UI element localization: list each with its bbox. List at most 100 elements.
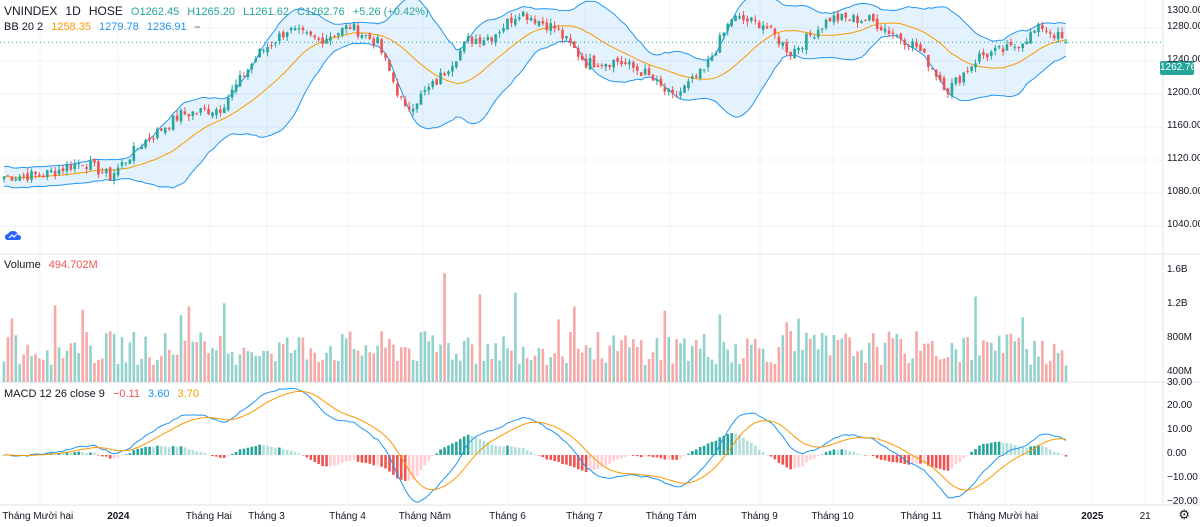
volume-bar: [262, 350, 265, 382]
bb-legend[interactable]: BB 20 2 1258.35 1279.78 1236.91 ⎯: [4, 21, 205, 34]
macd-histogram-bar: [462, 436, 466, 455]
macd-histogram-bar: [474, 436, 478, 455]
macd-histogram-bar: [403, 455, 407, 481]
macd-histogram-bar: [521, 447, 525, 455]
macd-histogram-bar: [730, 433, 733, 455]
macd-histogram-bar: [628, 455, 631, 456]
volume-bar: [14, 335, 18, 382]
price-axis-tick: 1080.00: [1167, 186, 1200, 197]
candle-body: [407, 106, 411, 110]
candle-body: [624, 62, 627, 65]
macd-histogram-bar: [301, 455, 305, 456]
volume-bar: [230, 351, 234, 382]
volume-bar: [152, 364, 155, 382]
candle-body: [396, 83, 399, 96]
volume-bar: [266, 350, 269, 382]
volume-bar: [77, 353, 81, 382]
macd-histogram-bar: [207, 454, 210, 456]
volume-bar: [10, 318, 14, 382]
macd-histogram-bar: [97, 455, 100, 456]
candle-body: [860, 21, 863, 23]
candle-body: [219, 109, 222, 113]
volume-bar: [407, 348, 411, 382]
macd-histogram-bar: [352, 455, 356, 460]
macd-histogram-bar: [163, 446, 167, 455]
settings-gear-icon[interactable]: ⚙: [1178, 507, 1190, 522]
macd-histogram-bar: [1060, 454, 1064, 455]
volume-bar: [1052, 343, 1056, 382]
macd-histogram-bar: [262, 444, 265, 455]
volume-bar: [541, 348, 545, 382]
macd-histogram-bar: [415, 455, 419, 476]
candle-body: [289, 27, 293, 31]
volume-bar: [545, 364, 549, 382]
candle-body: [694, 75, 698, 78]
macd-histogram-bar: [710, 441, 714, 455]
volume-legend[interactable]: Volume 494.702M: [4, 259, 103, 271]
volume-bar: [639, 340, 643, 382]
candle-body: [765, 26, 769, 29]
volume-bar: [647, 359, 651, 382]
macd-histogram-bar: [793, 455, 796, 469]
candle-body: [474, 39, 478, 44]
volume-bar: [1041, 340, 1044, 382]
volume-label[interactable]: Volume: [4, 259, 41, 271]
candle-body: [1021, 43, 1025, 49]
macd-histogram-bar: [203, 452, 206, 455]
volume-bar: [765, 361, 769, 382]
macd-histogram-bar: [997, 441, 1001, 455]
macd-histogram-bar: [344, 455, 348, 462]
volume-bar: [978, 355, 981, 382]
candle-body: [730, 19, 733, 26]
volume-bar: [930, 340, 934, 382]
volume-bar: [61, 357, 65, 382]
macd-histogram-bar: [1025, 447, 1028, 455]
macd-histogram-bar: [875, 455, 879, 459]
macd-histogram-bar: [388, 455, 391, 472]
volume-bar: [1048, 360, 1052, 382]
cloud-icon[interactable]: [4, 229, 22, 243]
volume-bar: [856, 351, 859, 382]
candle-body: [864, 19, 867, 21]
volume-bar: [419, 332, 423, 382]
candle-body: [934, 70, 938, 77]
candle-body: [549, 23, 553, 31]
candle-body: [462, 41, 466, 52]
candle-body: [490, 37, 494, 42]
candle-body: [616, 58, 619, 62]
volume-bar: [537, 347, 541, 382]
volume-bar: [718, 314, 722, 382]
macd-histogram-bar: [1005, 443, 1009, 455]
volume-bar: [958, 362, 962, 382]
candle-body: [309, 31, 313, 35]
bb-label[interactable]: BB 20 2: [4, 21, 44, 33]
symbol-name[interactable]: VNINDEX: [4, 4, 58, 18]
candle-body: [388, 59, 391, 71]
interval-label[interactable]: 1D: [65, 4, 81, 18]
macd-histogram-bar: [368, 455, 372, 464]
candle-body: [364, 34, 368, 36]
macd-histogram-bar: [801, 455, 804, 467]
macd-histogram-bar: [584, 455, 588, 472]
macd-histogram-bar: [525, 450, 529, 455]
collapse-icon[interactable]: ⎯: [194, 21, 201, 33]
volume-bar: [624, 335, 627, 382]
macd-histogram-bar: [128, 453, 132, 455]
macd-histogram-bar: [655, 455, 659, 458]
candle-body: [974, 63, 977, 68]
volume-bar: [384, 347, 387, 382]
macd-histogram-bar: [533, 454, 537, 455]
macd-histogram-bar: [588, 455, 592, 471]
macd-label[interactable]: MACD 12 26 close 9: [4, 388, 105, 400]
macd-legend[interactable]: MACD 12 26 close 9 −0.11 3.60 3.70: [4, 388, 204, 400]
volume-bar: [258, 356, 261, 382]
candle-body: [970, 66, 973, 71]
candle-body: [907, 45, 910, 47]
volume-bar: [604, 362, 608, 382]
symbol-legend[interactable]: VNINDEX 1D HOSE O1262.45 H1265.20 L1261.…: [4, 4, 434, 18]
macd-histogram-bar: [1037, 444, 1040, 455]
volume-bar: [179, 315, 183, 382]
candle-body: [569, 38, 572, 43]
candle-body: [671, 89, 674, 94]
